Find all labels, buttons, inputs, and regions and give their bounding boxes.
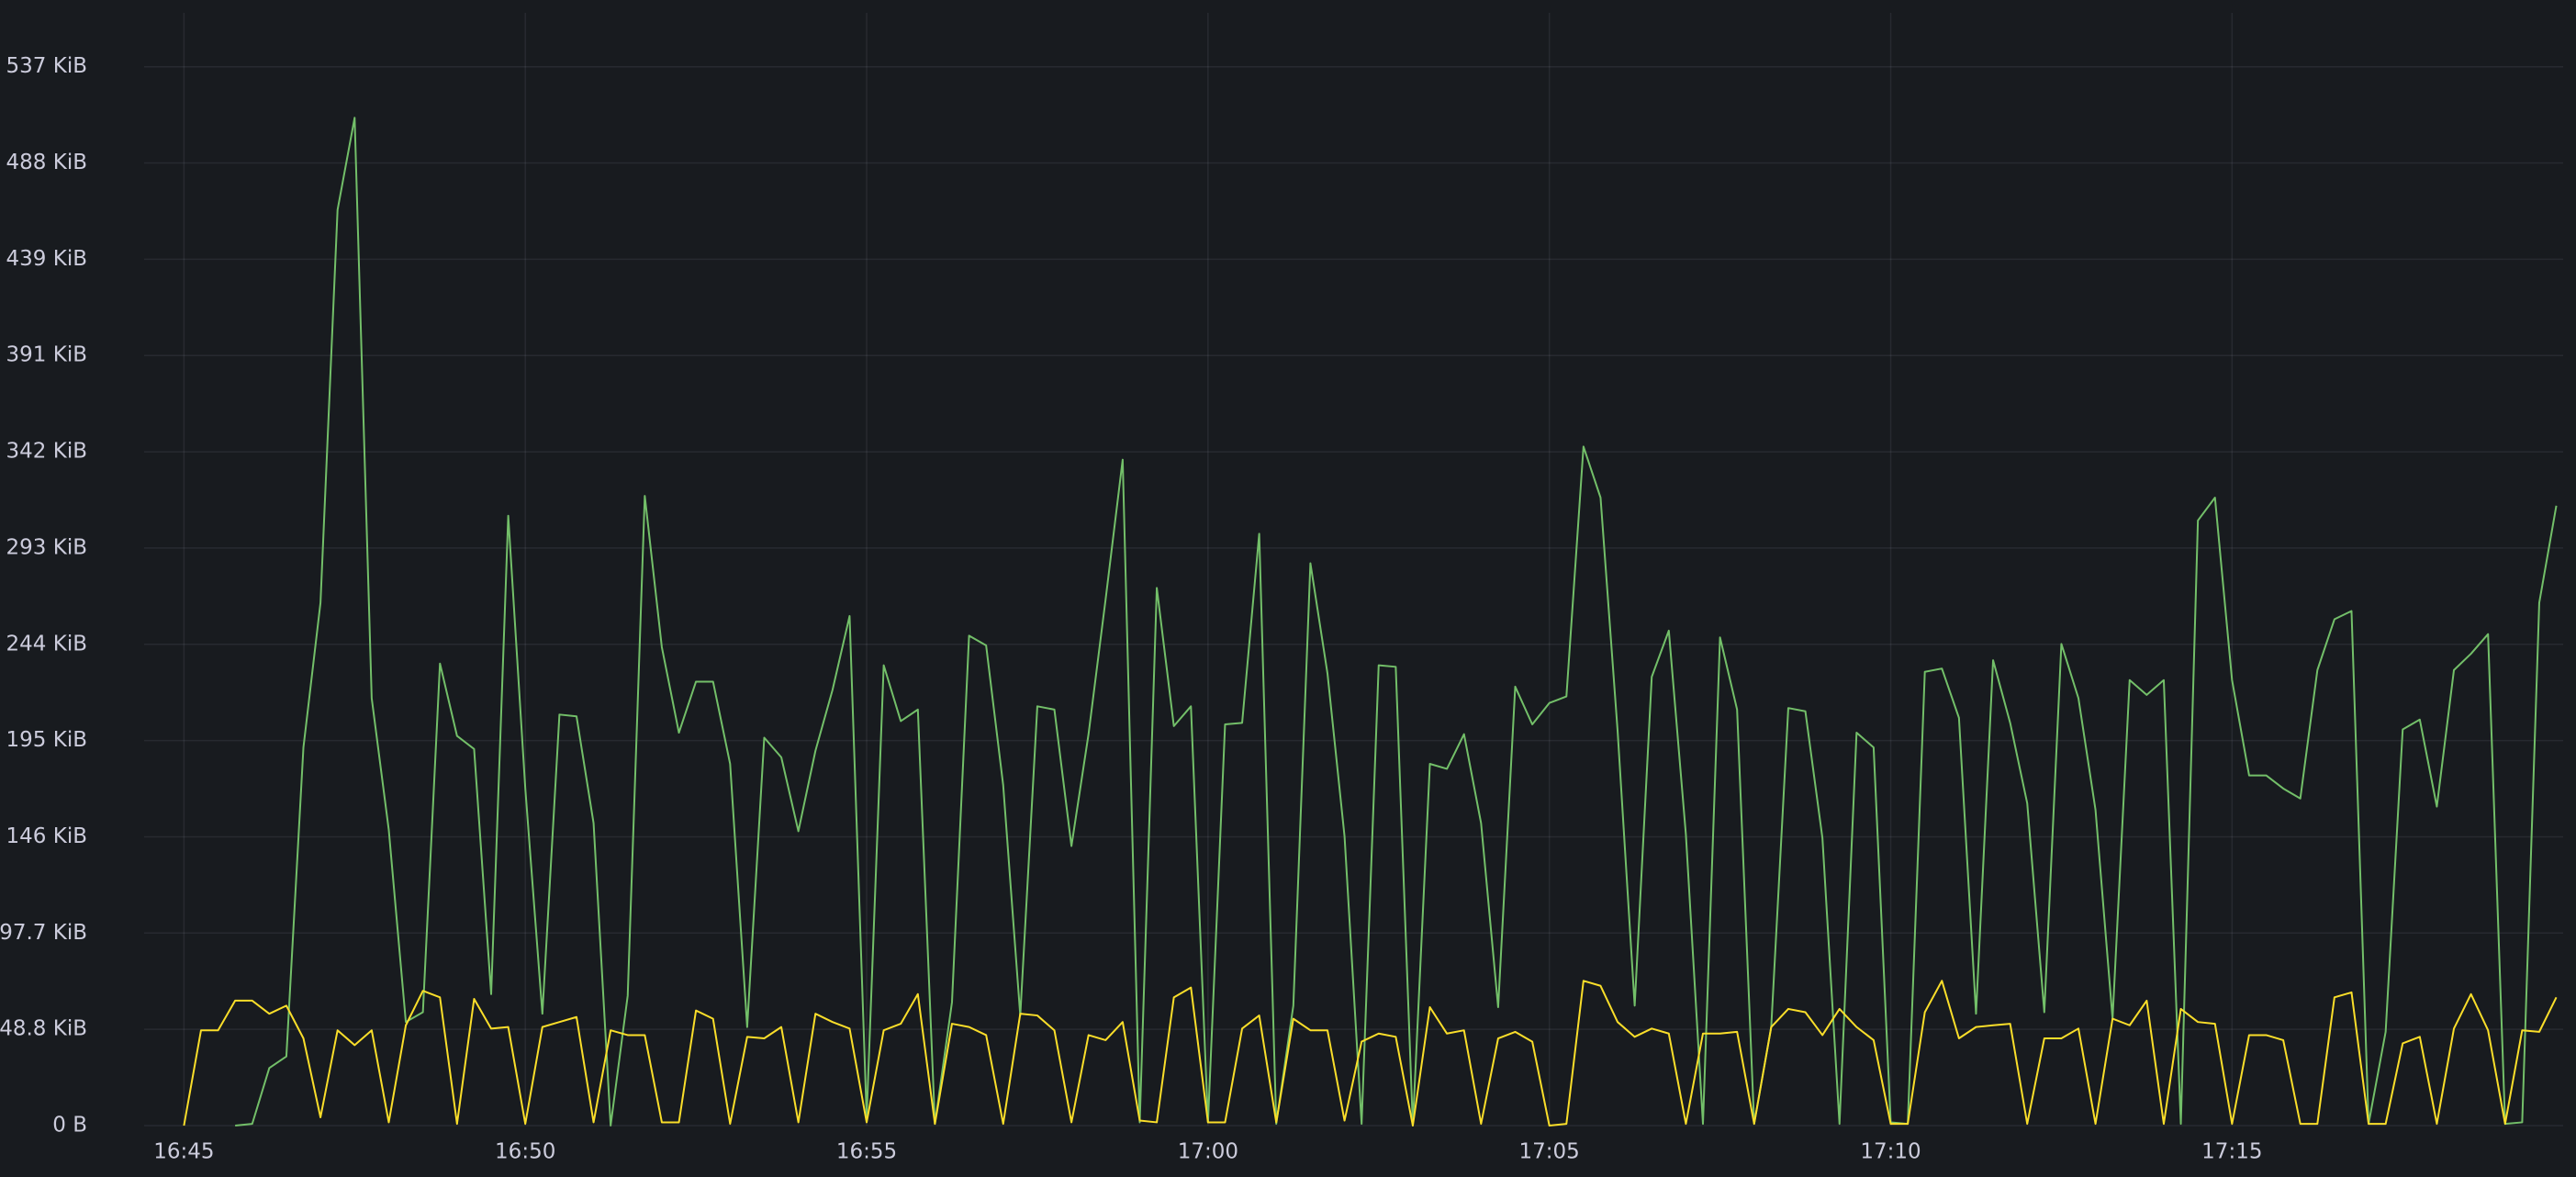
y-tick-label: 488 KiB xyxy=(6,151,87,174)
y-tick-label: 342 KiB xyxy=(6,440,87,464)
x-tick-label: 16:55 xyxy=(836,1140,897,1164)
y-tick-label: 0 B xyxy=(52,1114,87,1138)
y-tick-label: 48.8 KiB xyxy=(0,1017,87,1041)
y-tick-label: 244 KiB xyxy=(6,632,87,656)
x-tick-label: 17:10 xyxy=(1860,1140,1921,1164)
y-tick-label: 146 KiB xyxy=(6,824,87,848)
y-tick-label: 293 KiB xyxy=(6,535,87,559)
y-tick-label: 391 KiB xyxy=(6,343,87,367)
x-tick-label: 17:00 xyxy=(1178,1140,1238,1164)
y-tick-label: 195 KiB xyxy=(6,728,87,752)
y-tick-label: 97.7 KiB xyxy=(0,921,87,945)
series-line xyxy=(183,980,2558,1127)
series xyxy=(183,980,2558,1127)
series-line xyxy=(235,117,2558,1127)
series xyxy=(235,117,2558,1127)
x-tick-label: 16:50 xyxy=(495,1140,555,1164)
y-tick-label: 439 KiB xyxy=(6,247,87,271)
y-tick-label: 537 KiB xyxy=(6,54,87,78)
x-tick-label: 17:05 xyxy=(1519,1140,1580,1164)
x-tick-label: 17:15 xyxy=(2201,1140,2262,1164)
x-tick-label: 16:45 xyxy=(153,1140,214,1164)
